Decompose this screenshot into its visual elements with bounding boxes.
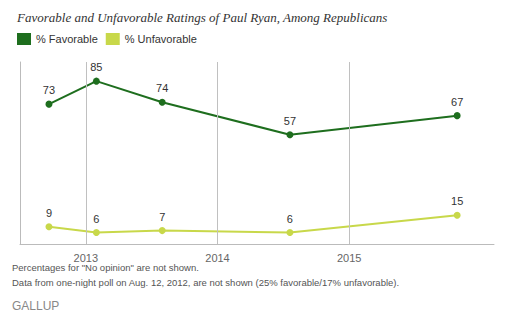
svg-text:Percentages for "No opinion" a: Percentages for "No opinion" are not sho… <box>12 262 199 273</box>
svg-text:2014: 2014 <box>205 252 229 264</box>
svg-text:73: 73 <box>43 84 55 96</box>
svg-text:2015: 2015 <box>337 252 361 264</box>
svg-text:6: 6 <box>93 213 99 225</box>
svg-text:7: 7 <box>159 211 165 223</box>
svg-text:2013: 2013 <box>74 252 98 264</box>
svg-text:9: 9 <box>46 207 52 219</box>
svg-text:57: 57 <box>284 115 296 127</box>
svg-text:74: 74 <box>156 82 168 94</box>
svg-text:85: 85 <box>90 61 102 73</box>
svg-text:15: 15 <box>451 195 463 207</box>
svg-text:GALLUP: GALLUP <box>12 299 59 313</box>
svg-text:% Favorable: % Favorable <box>36 33 98 45</box>
svg-text:6: 6 <box>287 213 293 225</box>
svg-text:% Unfavorable: % Unfavorable <box>125 33 197 45</box>
svg-text:Favorable and Unfavorable Rati: Favorable and Unfavorable Ratings of Pau… <box>16 10 387 25</box>
svg-text:Data from one-night poll on Au: Data from one-night poll on Aug. 12, 201… <box>12 277 399 288</box>
svg-text:67: 67 <box>451 96 463 108</box>
